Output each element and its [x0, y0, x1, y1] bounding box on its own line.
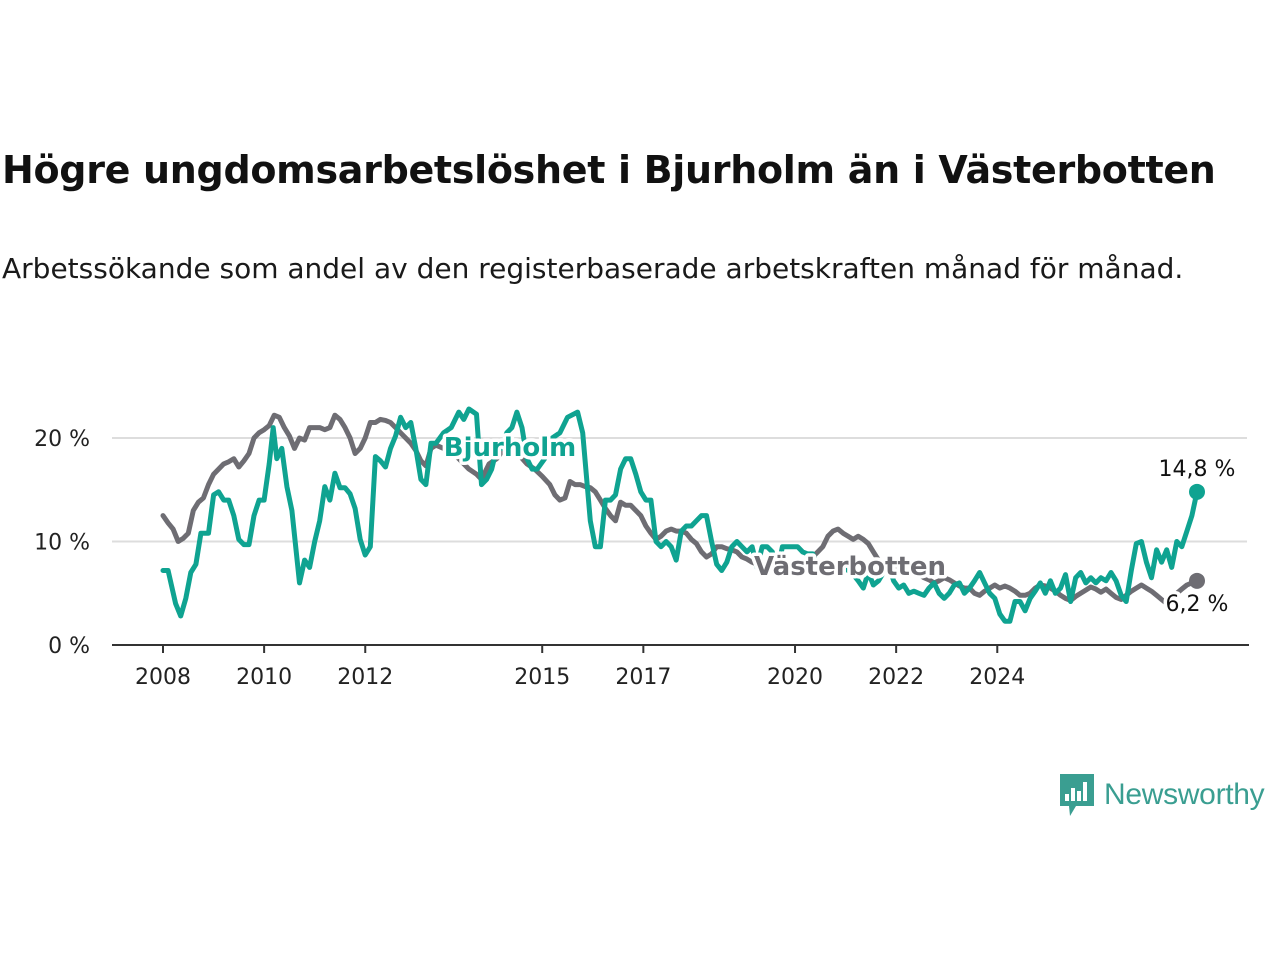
vasterbotten-end-point: [1189, 572, 1205, 589]
x-tick-label: 2010: [236, 665, 292, 690]
end-label-vasterbotten: 6,2 %: [1166, 592, 1229, 617]
series-labels: Bjurholm Västerbotten 14,8 % 6,2 %: [440, 430, 1239, 621]
brand-name: Newsworthy: [1104, 778, 1265, 811]
bjurholm-end-point: [1189, 483, 1205, 500]
x-tick-label: 2015: [514, 665, 570, 690]
end-label-bjurholm: 14,8 %: [1159, 457, 1236, 482]
series-lines: [160, 406, 1205, 624]
bjurholm-line: [160, 406, 1200, 624]
y-tick-label: 10 %: [34, 531, 90, 556]
chart-subtitle: Arbetssökande som andel av den registerb…: [2, 252, 1184, 285]
x-tick-label: 2020: [767, 665, 823, 690]
series-label-bjurholm: Bjurholm: [444, 433, 576, 463]
x-axis: 2008 2010 2012 2015 2017 2020 2022 2024: [112, 644, 1249, 690]
newsworthy-logo-icon: [1060, 774, 1094, 816]
x-tick-label: 2012: [337, 665, 393, 690]
series-label-vasterbotten: Västerbotten: [754, 552, 946, 582]
y-tick-label: 20 %: [34, 427, 90, 452]
y-tick-label: 0 %: [48, 634, 90, 659]
vasterbotten-line: [160, 412, 1200, 607]
chart-title: Högre ungdomsarbetslöshet i Bjurholm än …: [2, 148, 1216, 192]
x-tick-label: 2008: [135, 665, 191, 690]
x-tick-label: 2022: [868, 665, 924, 690]
y-axis-tick-labels: 0 % 10 % 20 %: [34, 427, 90, 659]
newsworthy-brand: Newsworthy: [1058, 772, 1265, 818]
line-chart: 0 % 10 % 20 % 2008 2010 2012 2015 2017 2020 2022…: [34, 406, 1249, 690]
x-tick-label: 2024: [969, 665, 1025, 690]
x-tick-label: 2017: [615, 665, 671, 690]
